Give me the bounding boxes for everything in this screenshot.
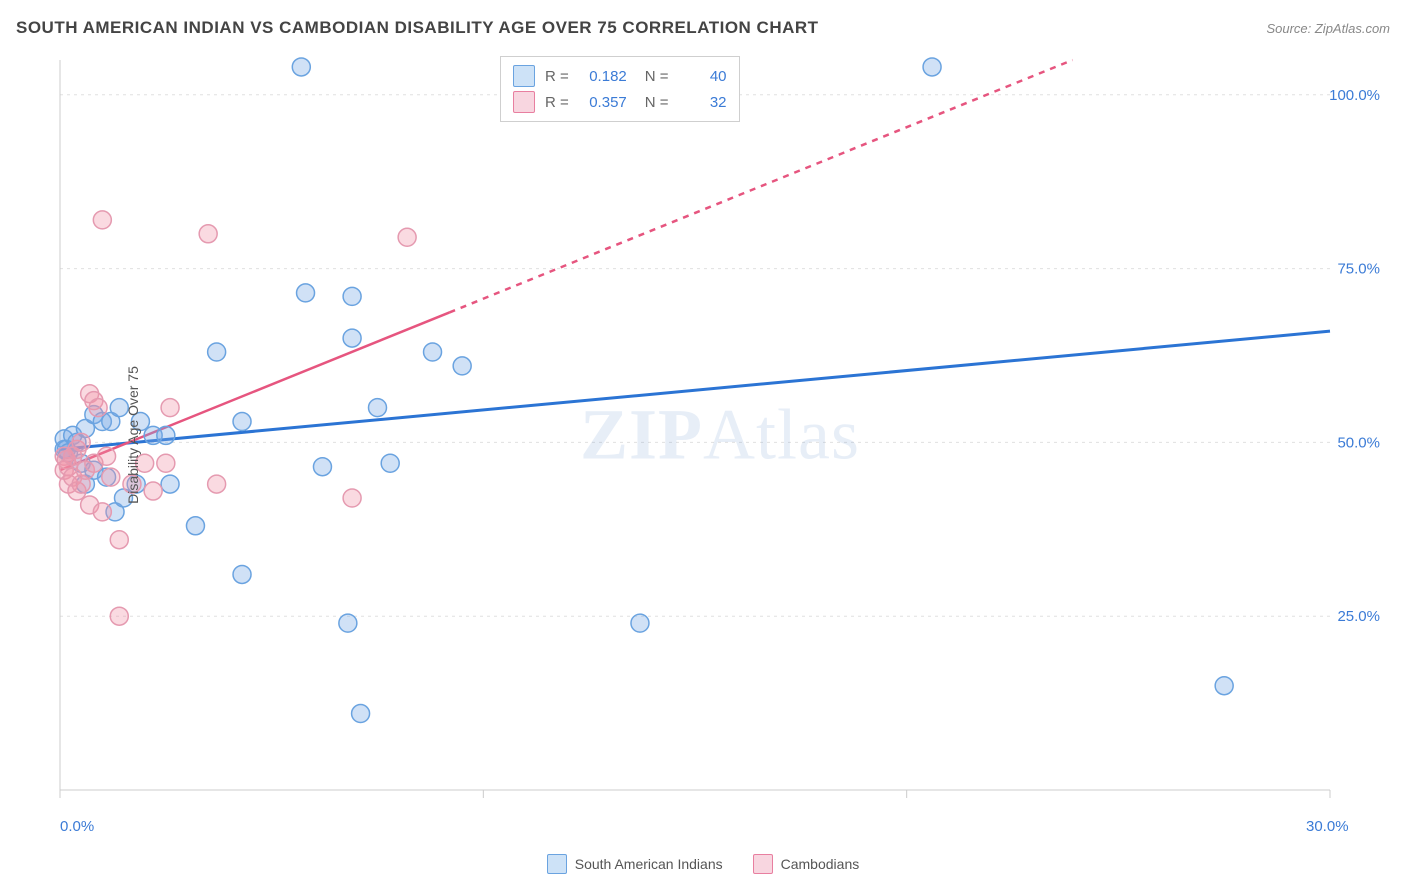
svg-text:75.0%: 75.0%	[1337, 261, 1380, 278]
stats-row: R = 0.182 N = 40	[513, 63, 727, 89]
r-value: 0.182	[579, 68, 627, 85]
r-value: 0.357	[579, 94, 627, 111]
legend-label: Cambodians	[781, 856, 860, 872]
stats-swatch-icon	[513, 91, 535, 113]
n-value: 40	[679, 68, 727, 85]
svg-text:50.0%: 50.0%	[1337, 434, 1380, 451]
chart-title: SOUTH AMERICAN INDIAN VS CAMBODIAN DISAB…	[16, 18, 819, 38]
scatter-chart: 25.0% 50.0% 75.0% 100.0%	[50, 50, 1390, 820]
n-value: 32	[679, 94, 727, 111]
r-label: R =	[545, 94, 569, 111]
chart-area: Disability Age Over 75 25.0% 50.0% 75.0% 10…	[50, 50, 1390, 820]
r-label: R =	[545, 68, 569, 85]
legend-swatch-icon	[753, 854, 773, 874]
svg-text:25.0%: 25.0%	[1337, 608, 1380, 625]
y-axis-label: Disability Age Over 75	[125, 366, 141, 504]
legend-item-south-american: South American Indians	[547, 854, 723, 874]
correlation-stats-box: R = 0.182 N = 40 R = 0.357 N = 32	[500, 56, 740, 122]
source-credit: Source: ZipAtlas.com	[1266, 21, 1390, 36]
stats-swatch-icon	[513, 65, 535, 87]
x-tick-label: 0.0%	[60, 818, 94, 835]
stats-row: R = 0.357 N = 32	[513, 89, 727, 115]
x-tick-label: 30.0%	[1306, 818, 1349, 835]
svg-text:100.0%: 100.0%	[1329, 87, 1380, 104]
legend: South American Indians Cambodians	[0, 854, 1406, 874]
legend-swatch-icon	[547, 854, 567, 874]
legend-label: South American Indians	[575, 856, 723, 872]
n-label: N =	[645, 94, 669, 111]
legend-item-cambodians: Cambodians	[753, 854, 860, 874]
n-label: N =	[645, 68, 669, 85]
